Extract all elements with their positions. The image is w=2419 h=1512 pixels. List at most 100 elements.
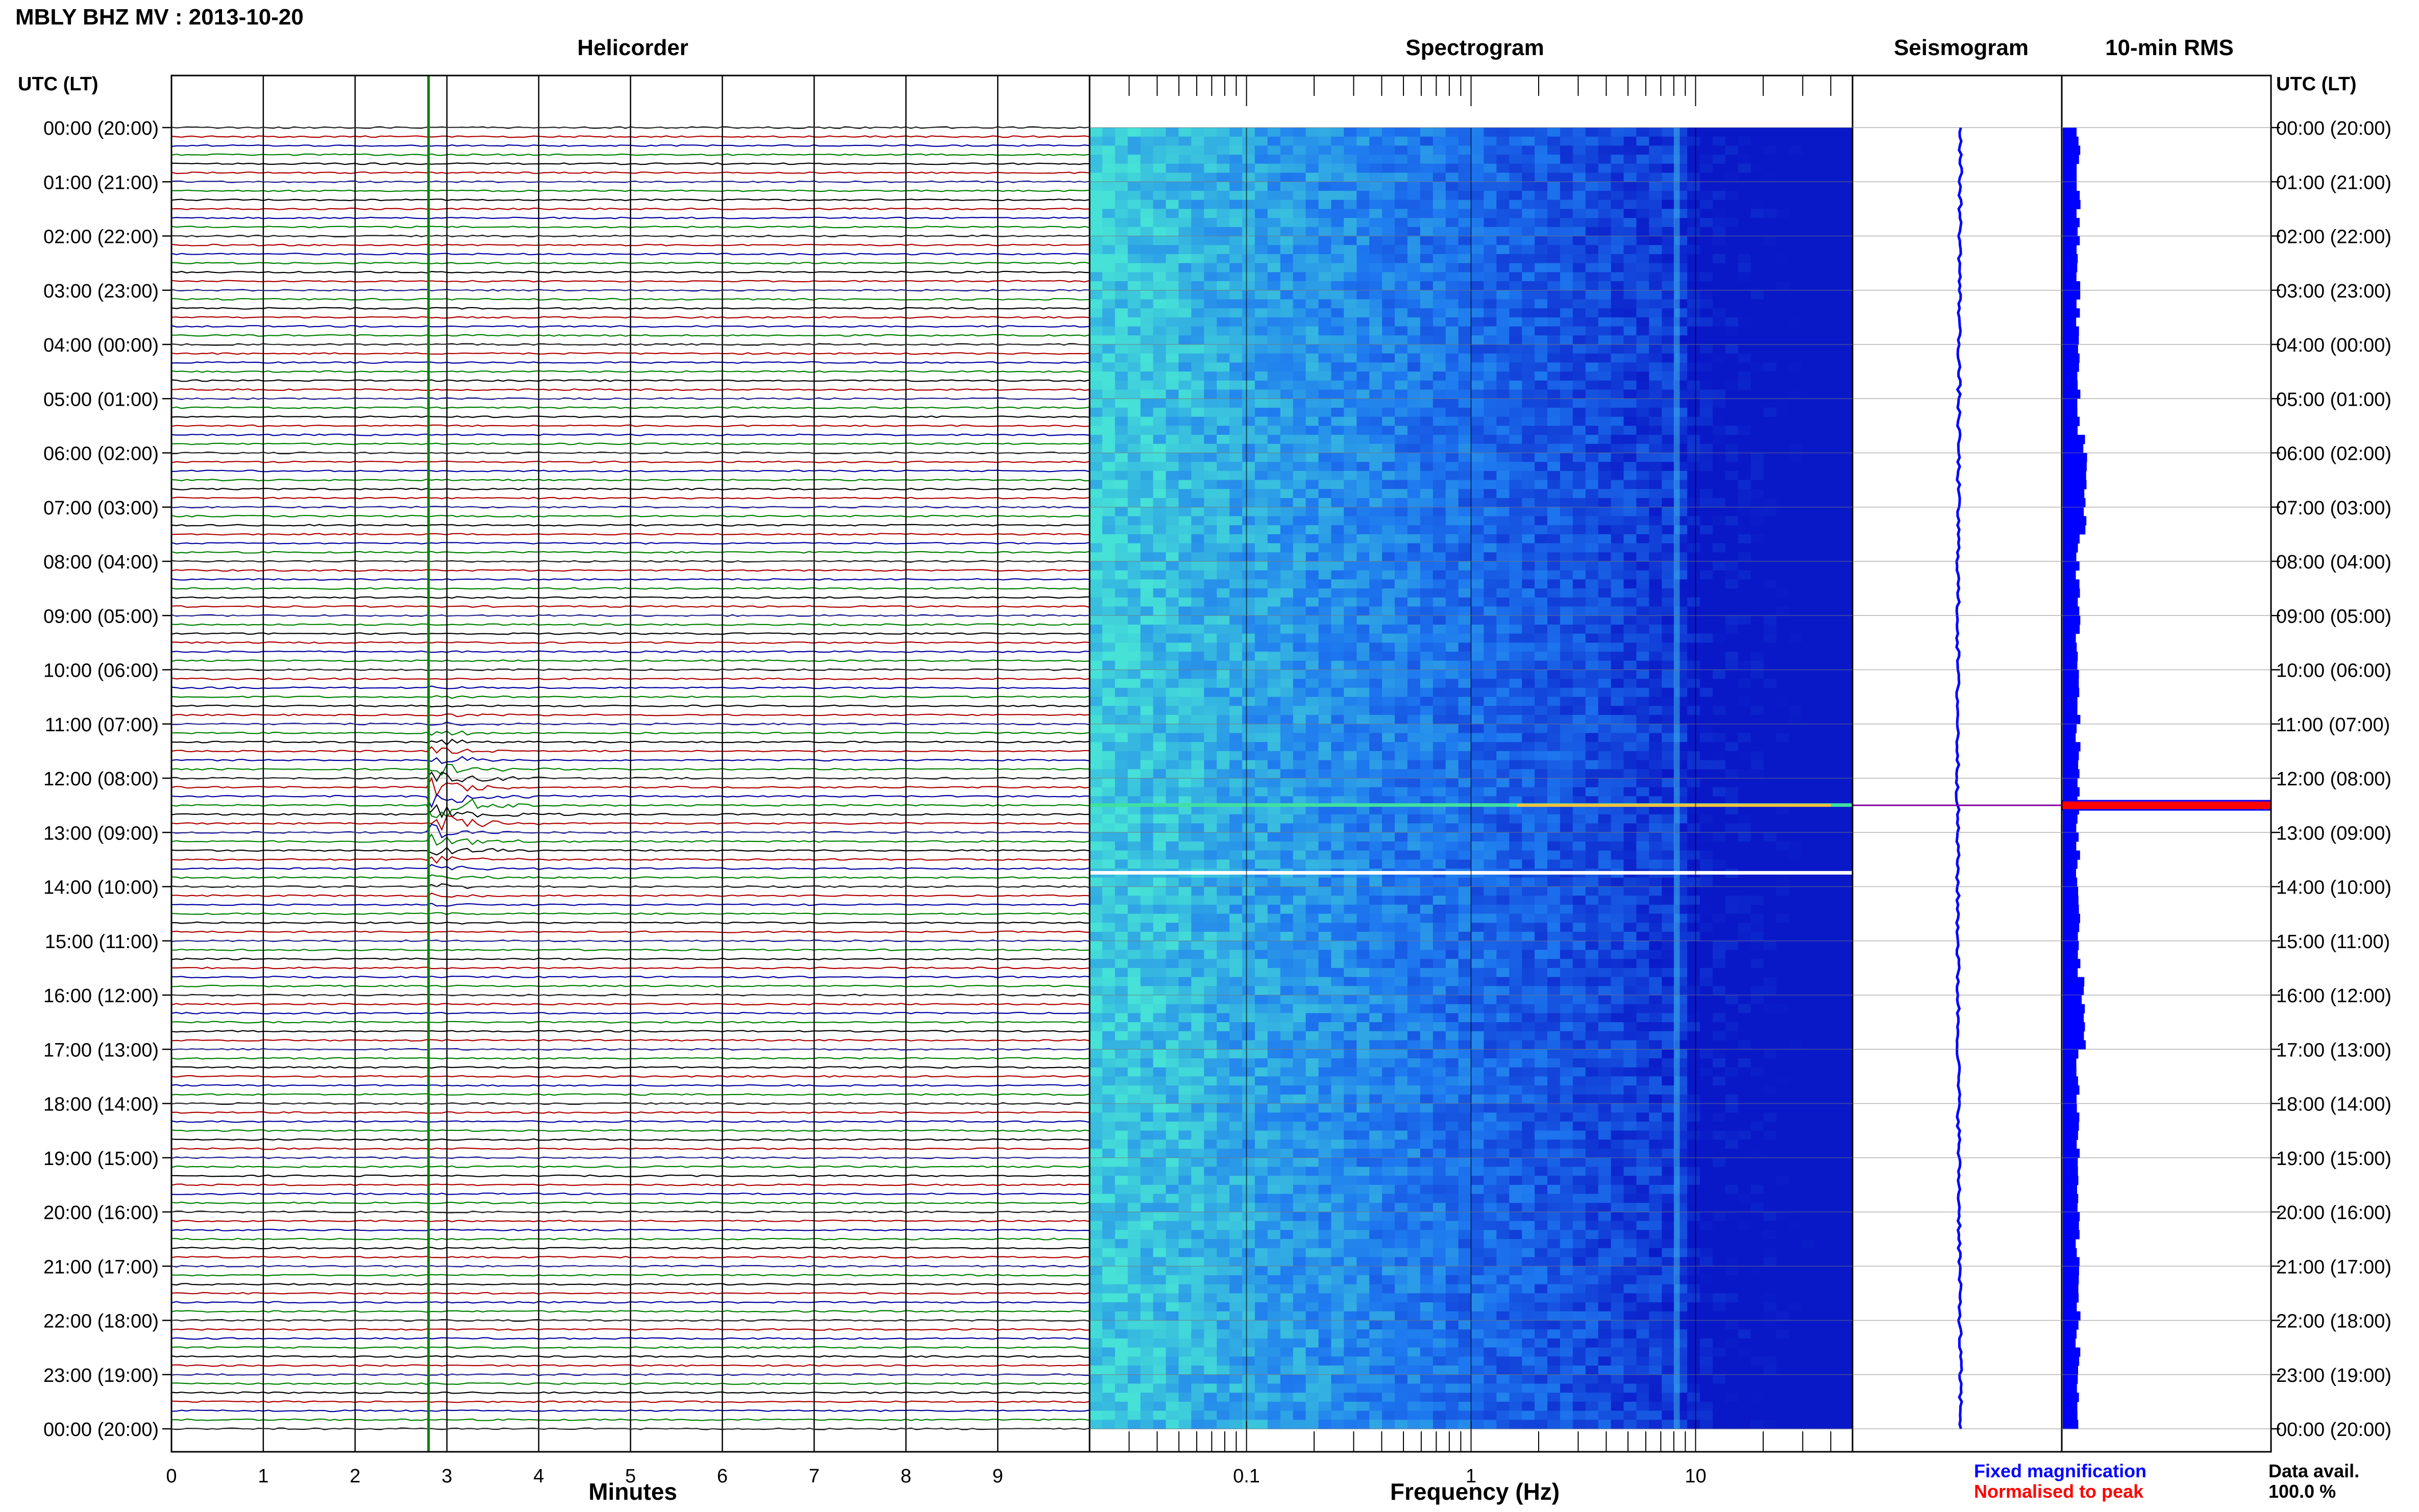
spectrogram-cell [1369,489,1383,499]
spectrogram-cell [1827,706,1841,715]
spectrogram-cell [1382,308,1395,318]
spectrogram-cell [1649,516,1663,526]
spectrogram-cell [1445,272,1459,282]
spectrogram-cell [1585,281,1599,291]
spectrogram-cell [1763,724,1777,734]
spectrogram-cell [1369,399,1383,408]
spectrogram-cell [1700,769,1713,779]
spectrogram-cell [1687,597,1700,607]
spectrogram-cell [1254,145,1268,155]
spectrogram-cell [1649,399,1663,408]
spectrogram-cell [1254,317,1268,327]
spectrogram-cell [1535,326,1548,336]
spectrogram-cell [1585,633,1599,643]
spectrogram-cell [1407,552,1421,562]
spectrogram-cell [1369,317,1383,327]
spectrogram-cell [1509,281,1523,291]
spectrogram-cell [1700,859,1713,869]
spectrogram-cell [1382,823,1395,833]
spectrogram-cell [1140,579,1154,589]
spectrogram-cell [1763,380,1777,390]
spectrogram-cell [1318,443,1332,454]
spectrogram-cell [1585,579,1599,589]
spectrogram-cell [1305,733,1319,742]
spectrogram-cell [1217,163,1230,173]
spectrogram-cell [1153,218,1167,228]
spectrogram-cell [1420,859,1434,869]
spectrogram-cell [1254,281,1268,291]
spectrogram-cell [1178,715,1192,725]
spectrogram-cell [1738,200,1751,209]
spectrogram-cell [1445,561,1459,571]
spectrogram-cell [1662,769,1675,779]
spectrogram-cell [1204,625,1218,634]
spectrogram-cell [1801,787,1815,797]
spectrogram-cell [1395,426,1408,435]
spectrogram-cell [1102,697,1116,706]
spectrogram-cell [1547,670,1561,679]
spectrogram-cell [1242,733,1255,742]
spectrogram-cell [1547,462,1561,472]
spectrogram-cell [1369,416,1383,426]
spectrogram-cell [1344,136,1357,146]
spectrogram-cell [1636,841,1650,851]
spectrogram-cell [1560,606,1573,616]
spectrogram-cell [1204,480,1218,489]
spectrogram-cell [1344,859,1357,869]
spectrogram-cell [1153,227,1167,237]
spectrogram-cell [1827,380,1841,390]
spectrogram-cell [1801,462,1815,472]
spectrogram-cell [1318,155,1332,164]
spectrogram-cell [1166,670,1179,679]
spectrogram-cell [1611,751,1624,761]
spectrogram-cell [1535,308,1548,318]
spectrogram-cell [1827,263,1841,272]
spectrogram-cell [1178,272,1192,282]
spectrogram-cell [1267,679,1281,688]
spectrogram-cell [1140,778,1154,788]
spectrogram-cell [1598,380,1612,390]
spectrogram-cell [1382,787,1395,797]
spectrogram-cell [1433,679,1446,688]
spectrogram-cell [1585,344,1599,354]
spectrogram-cell [1623,326,1637,336]
spectrogram-cell [1280,805,1294,815]
spectrogram-cell [1560,263,1573,272]
spectrogram-cell [1712,308,1726,318]
spectrogram-cell [1522,751,1536,761]
spectrogram-cell [1662,335,1675,345]
spectrogram-cell [1636,633,1650,643]
spectrogram-cell [1725,823,1739,833]
spectrogram-cell [1738,380,1751,390]
spectrogram-cell [1789,443,1803,454]
spectrogram-cell [1801,290,1815,300]
spectrogram-cell [1369,191,1383,201]
spectrogram-cell [1547,399,1561,408]
spectrogram-cell [1242,534,1255,544]
spectrogram-cell [1509,344,1523,354]
spectrogram-cell [1178,751,1192,761]
spectrogram-cell [1356,218,1370,228]
spectrogram-cell [1166,191,1179,201]
spectrogram-cell [1649,389,1663,399]
spectrogram-cell [1585,136,1599,146]
spectrogram-cell [1598,209,1612,218]
spectrogram-cell [1433,399,1446,408]
spectrogram-cell [1522,588,1536,598]
spectrogram-cell [1598,534,1612,544]
spectrogram-cell [1356,850,1370,860]
spectrogram-cell [1471,850,1485,860]
spectrogram-cell [1127,145,1141,155]
spectrogram-cell [1763,814,1777,824]
spectrogram-cell [1102,489,1116,499]
spectrogram-cell [1687,832,1700,842]
spectrogram-cell [1585,597,1599,607]
spectrogram-cell [1204,606,1218,616]
spectrogram-cell [1750,308,1764,318]
spectrogram-cell [1293,552,1306,562]
spectrogram-cell [1789,832,1803,842]
spectrogram-cell [1318,787,1332,797]
spectrogram-cell [1191,163,1205,173]
spectrogram-cell [1458,426,1472,435]
spectrogram-cell [1420,507,1434,517]
